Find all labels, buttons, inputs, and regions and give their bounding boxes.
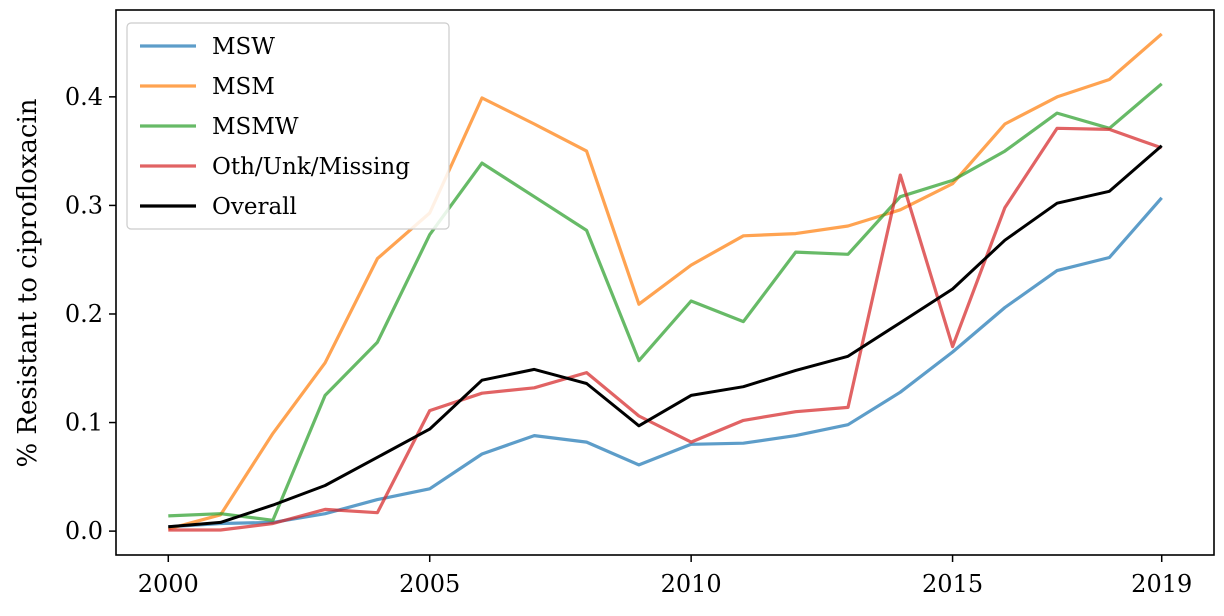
legend: MSW MSM MSMW Oth/Unk/Missing Overall — [126, 22, 450, 230]
legend-label-oth-unk-missing: Oth/Unk/Missing — [212, 154, 410, 180]
y-tick-label: 0.1 — [65, 409, 103, 437]
legend-label-msmw: MSMW — [212, 114, 299, 140]
y-tick-label: 0.4 — [65, 83, 103, 111]
x-tick-label: 2005 — [399, 570, 460, 598]
legend-box — [126, 22, 450, 230]
y-tick-label: 0.0 — [65, 517, 103, 545]
x-tick-label: 2019 — [1131, 570, 1192, 598]
y-axis-label: % Resistant to ciprofloxacin — [13, 98, 43, 467]
y-axis: 0.0 0.1 0.2 0.3 0.4 — [65, 83, 116, 545]
x-tick-label: 2010 — [661, 570, 722, 598]
legend-items: MSW MSM MSMW Oth/Unk/Missing Overall — [140, 34, 410, 220]
legend-label-msw: MSW — [212, 34, 275, 60]
x-axis: 2000 2005 2010 2015 2019 — [138, 555, 1192, 598]
y-tick-label: 0.3 — [65, 191, 103, 219]
series-line-overall — [168, 144, 1163, 529]
x-tick-label: 2000 — [138, 570, 199, 598]
series-line-msmw — [168, 82, 1163, 522]
y-tick-label: 0.2 — [65, 300, 103, 328]
x-tick-label: 2015 — [922, 570, 983, 598]
legend-label-msm: MSM — [212, 74, 275, 100]
series-line-oth-unk-missing — [168, 126, 1163, 532]
series-line-msm — [167, 32, 1163, 531]
series-layer — [167, 32, 1163, 532]
legend-label-overall: Overall — [212, 194, 297, 220]
